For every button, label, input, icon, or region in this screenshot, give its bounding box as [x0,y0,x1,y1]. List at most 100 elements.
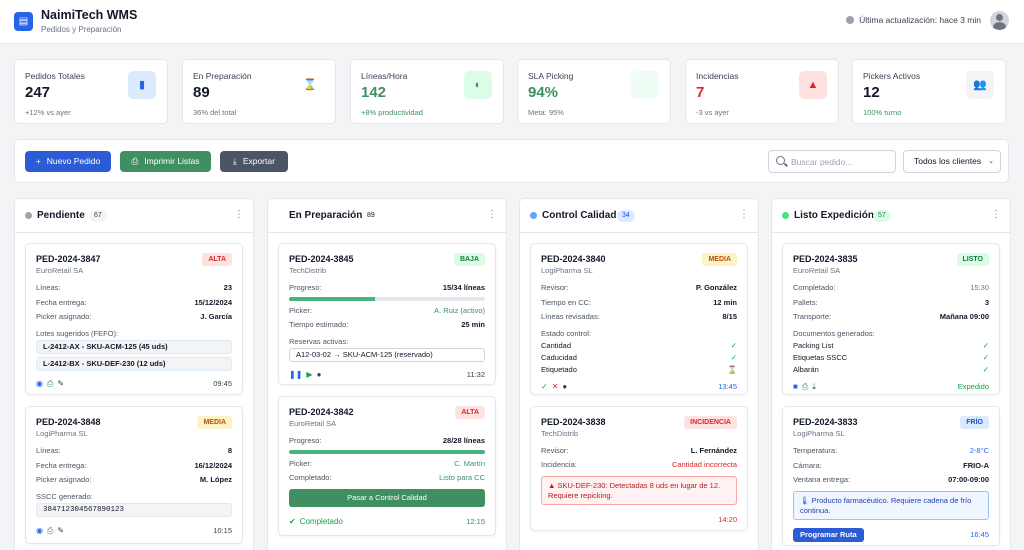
more-vertical-icon[interactable]: ⋮ [487,209,497,220]
row-label: Fecha entrega: [36,298,87,307]
priority-badge: ALTA [455,406,485,419]
row-value: 28/28 líneas [442,436,485,445]
order-id: PED-2024-3838 [541,417,606,427]
printer-icon[interactable]: ⎙ [46,379,54,388]
order-id: PED-2024-3833 [793,417,858,427]
card-row: Revisor: P. González [541,283,737,294]
check-item: Cantidad ✓ [541,341,737,352]
schedule-route-button[interactable]: Programar Ruta [793,528,864,542]
clipboard-icon: ▮ [128,71,156,99]
print-lists-button[interactable]: ⎙ Imprimir Listas [120,151,211,172]
column-title: Control Calidad [542,210,617,221]
export-label: Exportar [242,156,275,166]
check-circle-icon: ✔ [289,517,296,526]
app-logo-icon: ▤ [14,12,33,31]
check-icon: ✓ [730,353,737,362]
more-vertical-icon[interactable]: ⋮ [739,209,749,220]
kpi-card-sla-picking: SLA Picking 94% Meta: 95% [517,59,671,124]
search-input[interactable] [791,155,891,169]
sscc-code: 384712304567890123 [36,503,232,517]
warning-icon: ▲ [548,481,558,490]
printer-icon[interactable]: ⎙ [46,526,54,535]
new-order-label: Nuevo Pedido [46,156,101,166]
toolbar: + Nuevo Pedido ⎙ Imprimir Listas ⤓ Exportar… [14,139,1009,183]
order-card[interactable]: PED-2024-3833 LogiPharma SL FRÍO Tempera… [782,406,1000,546]
docs-label: Documentos generados: [793,329,875,338]
user-avatar[interactable] [990,11,1009,30]
row-label: Transporte: [793,312,832,321]
priority-badge: MEDIA [702,253,737,266]
row-label: Líneas: [36,446,61,455]
row-value: 15:30 [970,283,989,292]
check-label: Caducidad [541,353,577,362]
hourglass-icon: ⌛ [296,71,324,99]
row-label: Fecha entrega: [36,461,87,470]
order-card[interactable]: PED-2024-3847 EuroRetail SA ALTA Líneas:… [25,243,243,395]
truck-icon[interactable]: ■ [793,382,798,391]
download-icon: ⤓ [233,156,237,166]
order-client: EuroRetail SA [36,266,84,275]
card-row: Fecha entrega: 16/12/2024 [36,461,232,472]
column-count-badge: 34 [617,210,635,222]
card-actions: ◉ ⎙ ✎ [36,379,68,389]
priority-badge: LISTO [956,253,989,266]
eye-icon[interactable]: ◉ [36,526,43,535]
order-card[interactable]: PED-2024-3845 TechDistrib BAJA Progreso:… [278,243,496,385]
sscc-label: SSCC generado: [36,492,93,501]
comment-icon[interactable]: ● [562,382,568,391]
kpi-sub: Meta: 95% [528,108,564,117]
lots-label: Lotes sugeridos (FEFO): [36,329,119,338]
column-title: En Preparación [289,210,363,221]
order-card[interactable]: PED-2024-3840 LogiPharma SL MEDIA Reviso… [530,243,748,395]
row-label: Tiempo en CC: [541,298,592,307]
check-icon: ✓ [982,353,989,362]
printer-icon[interactable]: ⎙ [801,382,809,391]
client-filter-select[interactable]: Todos los clientes ⌄ [903,150,1001,173]
gauge-icon: ◐ [464,71,492,99]
row-label: Cámara: [793,461,822,470]
plus-icon: + [35,156,41,166]
kpi-label: Líneas/Hora [361,71,408,81]
thermometer-icon: 🌡 [800,496,812,505]
order-id: PED-2024-3847 [36,254,101,264]
order-card[interactable]: PED-2024-3835 EuroRetail SA LISTO Comple… [782,243,1000,395]
completed-label: Completado [299,517,343,526]
reject-icon[interactable]: ✕ [551,382,559,391]
check-item: Caducidad ✓ [541,353,737,364]
edit-icon[interactable]: ✎ [57,379,65,388]
row-label: Revisor: [541,283,569,292]
card-time: 14:20 [718,515,737,524]
shipped-status: Expedido [957,382,989,391]
kpi-sub: +12% vs ayer [25,108,71,117]
order-card[interactable]: PED-2024-3848 LogiPharma SL MEDIA Líneas… [25,406,243,544]
comment-icon[interactable]: ● [316,370,322,379]
edit-icon[interactable]: ✎ [57,526,65,535]
play-icon[interactable]: ▶ [306,370,313,379]
new-order-button[interactable]: + Nuevo Pedido [25,151,111,172]
export-button[interactable]: ⤓ Exportar [220,151,288,172]
check-label: Cantidad [541,341,572,350]
card-row: Tiempo estimado: 25 min [289,320,485,331]
doc-item: Packing List ✓ [793,341,989,352]
kpi-card-pedidos-totales: Pedidos Totales 247 +12% vs ayer ▮ [14,59,168,124]
move-to-qc-button[interactable]: Pasar a Control Calidad [289,489,485,507]
pause-icon[interactable]: ❚❚ [289,370,303,379]
order-card[interactable]: PED-2024-3842 EuroRetail SA ALTA Progres… [278,396,496,536]
kpi-sub: -3 vs ayer [696,108,729,117]
more-vertical-icon[interactable]: ⋮ [234,209,244,220]
order-id: PED-2024-3842 [289,407,354,417]
hourglass-icon: ⌛ [727,365,737,374]
card-time: 11:32 [466,370,485,379]
status-dot [530,212,537,219]
row-label: Líneas revisadas: [541,312,600,321]
kpi-card-pickers-activos: Pickers Activos 12 100% turno 👥 [852,59,1006,124]
more-vertical-icon[interactable]: ⋮ [991,209,1001,220]
last-update: Última actualización: hace 3 min [846,15,981,25]
eye-icon[interactable]: ◉ [36,379,43,388]
approve-icon[interactable]: ✓ [541,382,548,391]
sla-icon [631,71,659,99]
order-client: LogiPharma SL [793,429,845,438]
order-card[interactable]: PED-2024-3838 TechDistrib INCIDENCIA Rev… [530,406,748,531]
download-icon[interactable]: ⤓ [812,382,816,391]
kpi-value: 12 [863,84,880,101]
